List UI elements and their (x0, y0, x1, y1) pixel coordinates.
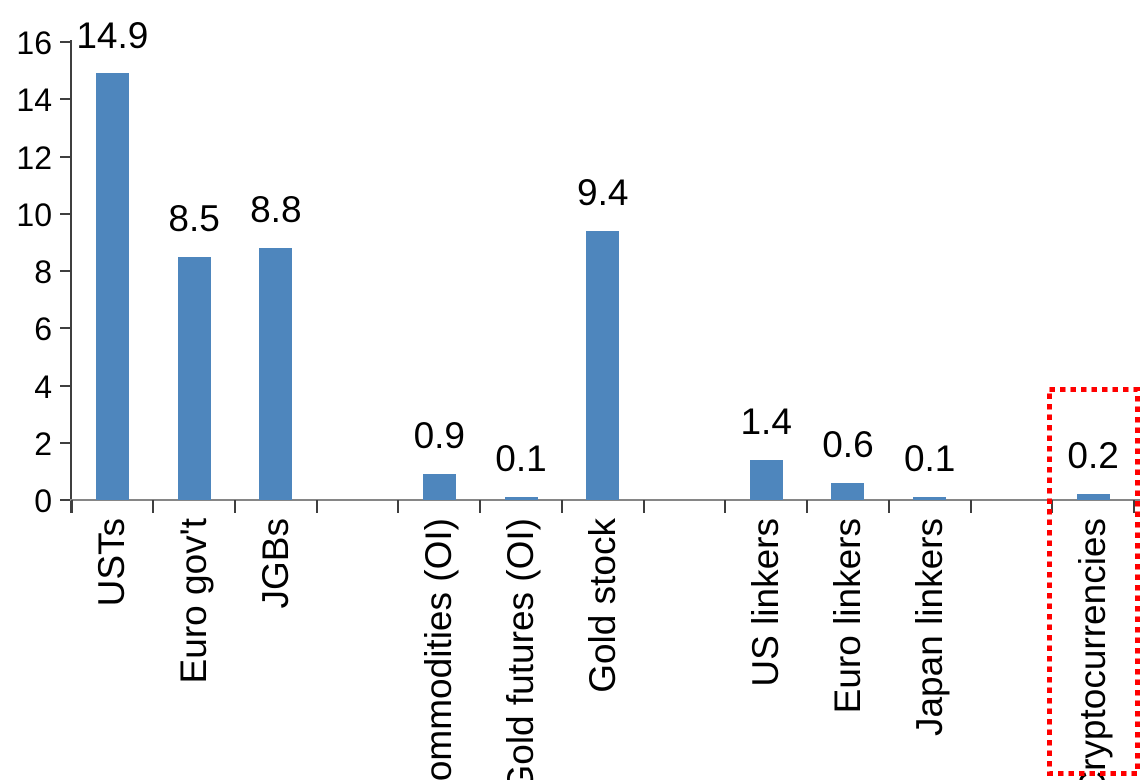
y-axis-tick-label: 2 (34, 425, 52, 462)
category-label-gold-stock: Gold stock (581, 518, 623, 693)
x-axis-tick (724, 500, 727, 513)
category-label-usts: USTs (91, 518, 133, 607)
bar-gold-stock (586, 230, 620, 500)
bar-value-label-japan-linkers: 0.1 (903, 438, 956, 480)
x-axis-tick (887, 500, 890, 513)
y-axis-tick (59, 212, 72, 215)
category-label-japan-linkers: Japan linkers (908, 518, 950, 737)
bar-japan-linkers (913, 497, 947, 500)
highlight-box-rect (1047, 387, 1140, 776)
highlight-box (1047, 387, 1140, 776)
y-axis-tick-label: 0 (34, 483, 52, 519)
x-axis-tick (642, 500, 645, 513)
bar-value-label-jgbs: 8.8 (250, 189, 302, 231)
bar-usts (95, 73, 129, 500)
bar-value-label-cryptocurrencies: 0.2 (1067, 435, 1119, 477)
category-label-commodities-oi: Commodities (OI) (418, 518, 460, 780)
x-axis-tick (560, 500, 563, 513)
bar-commodities-oi (422, 474, 456, 500)
x-axis-tick (233, 500, 236, 513)
x-axis-tick (152, 500, 155, 513)
bar-value-label-euro-linkers: 0.6 (822, 423, 874, 465)
bar-cryptocurrencies (1076, 494, 1110, 500)
y-axis-tick (59, 98, 72, 101)
category-label-us-linkers: US linkers (745, 518, 787, 687)
category-label-jgbs: JGBs (254, 518, 296, 609)
y-axis-tick-label: 4 (34, 368, 52, 405)
bar-value-label-us-linkers: 1.4 (740, 400, 792, 442)
bar-value-label-euro-gov-t: 8.5 (168, 197, 220, 239)
y-axis-tick-label: 14 (16, 82, 52, 119)
category-label-gold-futures-oi: Gold futures (OI) (500, 518, 542, 780)
y-axis-tick (59, 499, 72, 501)
bar-us-linkers (749, 459, 783, 500)
y-axis-tick (59, 41, 72, 43)
x-axis-tick (70, 500, 73, 513)
x-axis-tick (397, 500, 400, 513)
y-axis-tick (59, 327, 72, 330)
category-label-euro-linkers: Euro linkers (826, 518, 868, 714)
y-axis-tick (59, 155, 72, 158)
bar-euro-linkers (831, 482, 865, 500)
bar-value-label-gold-futures-oi: 0.1 (495, 438, 547, 480)
y-axis-tick (59, 270, 72, 272)
y-axis-tick (59, 384, 72, 387)
x-axis-line (70, 499, 1140, 501)
x-axis-tick (1133, 500, 1135, 513)
bar-gold-futures-oi (504, 497, 538, 500)
y-axis-tick-label: 8 (34, 254, 52, 290)
bar-value-label-gold-stock: 9.4 (577, 171, 629, 213)
x-axis-tick (969, 500, 972, 513)
y-axis-tick-label: 6 (34, 311, 52, 348)
category-label-euro-gov-t: Euro gov't (173, 518, 215, 684)
y-axis-tick (59, 441, 72, 444)
x-axis-tick (1051, 500, 1054, 513)
bar-value-label-commodities-oi: 0.9 (413, 415, 465, 457)
y-axis-tick-label: 12 (16, 139, 52, 176)
y-axis-tick-label: 10 (16, 196, 52, 233)
bar-jgbs (259, 248, 293, 500)
x-axis-tick (806, 500, 809, 513)
y-axis-tick-label: 16 (16, 25, 52, 61)
bar-value-label-usts: 14.9 (76, 14, 149, 56)
x-axis-tick (479, 500, 482, 513)
bar-euro-gov-t (177, 256, 211, 500)
y-axis-line (70, 40, 72, 513)
x-axis-tick (315, 500, 318, 513)
